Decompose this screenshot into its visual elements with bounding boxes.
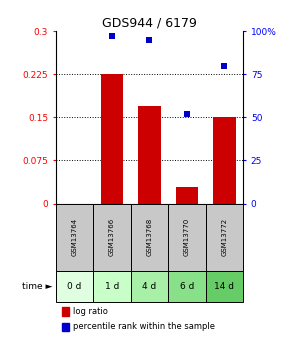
Text: 14 d: 14 d bbox=[214, 282, 234, 291]
Point bbox=[222, 63, 227, 68]
Title: GDS944 / 6179: GDS944 / 6179 bbox=[102, 17, 197, 30]
Text: GSM13766: GSM13766 bbox=[109, 218, 115, 256]
Bar bbox=[176, 187, 198, 204]
Bar bbox=[101, 74, 123, 204]
Text: 4 d: 4 d bbox=[142, 282, 156, 291]
Bar bbox=[213, 117, 236, 204]
Text: log ratio: log ratio bbox=[73, 307, 108, 316]
Text: GSM13768: GSM13768 bbox=[146, 218, 152, 256]
Text: 6 d: 6 d bbox=[180, 282, 194, 291]
Text: percentile rank within the sample: percentile rank within the sample bbox=[73, 322, 215, 332]
Text: time ►: time ► bbox=[22, 282, 53, 291]
Bar bbox=[138, 106, 161, 204]
Text: GSM13764: GSM13764 bbox=[71, 218, 77, 256]
Text: 1 d: 1 d bbox=[105, 282, 119, 291]
Point bbox=[110, 33, 114, 39]
Point bbox=[147, 37, 152, 42]
Text: GSM13772: GSM13772 bbox=[222, 218, 227, 256]
Point bbox=[185, 111, 189, 117]
Text: 0 d: 0 d bbox=[67, 282, 82, 291]
Text: GSM13770: GSM13770 bbox=[184, 218, 190, 256]
